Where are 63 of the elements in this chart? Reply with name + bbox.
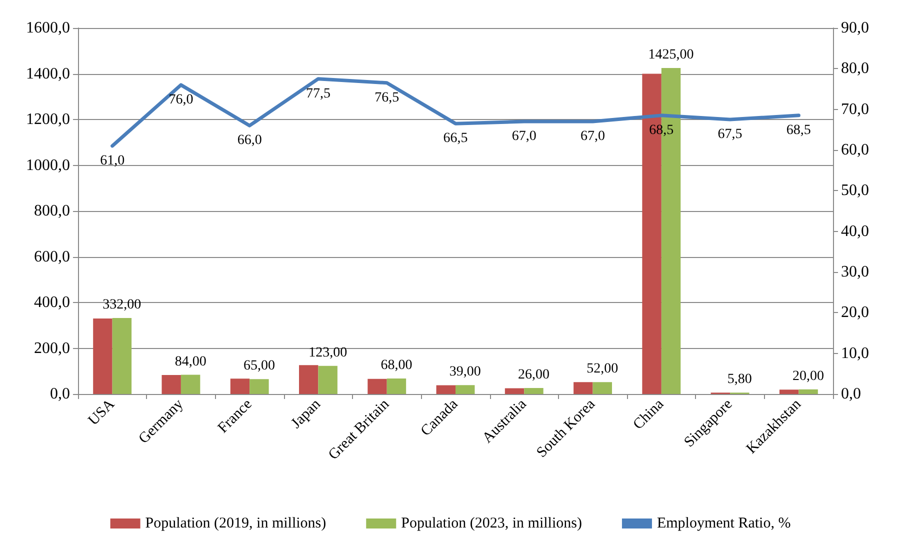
data-label: 123,00	[308, 345, 348, 360]
bar	[299, 365, 318, 394]
data-label: 26,00	[518, 368, 550, 383]
data-label: 67,0	[580, 129, 606, 144]
y-tick-label: 0,0	[50, 386, 70, 402]
bar	[524, 388, 544, 394]
bar	[162, 375, 181, 394]
y2-tick-label: 30,0	[841, 264, 869, 280]
y2-tick-label: 20,0	[841, 304, 869, 322]
data-label: 61,0	[100, 153, 125, 168]
data-label: 68,5	[786, 122, 811, 138]
data-label: 5,80	[727, 372, 752, 388]
legend-label: Population (2019, in millions)	[145, 516, 326, 532]
data-label: 67,5	[718, 127, 742, 142]
data-label: 66,0	[237, 133, 262, 148]
data-label: 76,5	[374, 90, 400, 106]
data-label: 76,0	[168, 92, 194, 108]
y-tick-label: 1400,0	[26, 65, 70, 82]
bar	[386, 378, 406, 394]
data-label: 65,00	[243, 358, 275, 374]
bar	[574, 382, 593, 394]
y-tick-label: 1000,0	[26, 156, 70, 174]
y2-tick-label: 90,0	[841, 20, 869, 36]
data-label: 68,00	[380, 358, 412, 373]
bar	[436, 385, 456, 394]
y2-tick-label: 40,0	[841, 222, 869, 240]
data-label: 1425,00	[648, 48, 694, 63]
bar	[250, 379, 269, 394]
y2-tick-label: 70,0	[841, 100, 869, 118]
y2-tick-label: 80,0	[841, 60, 869, 78]
bar	[230, 378, 250, 394]
x-tick-label: USA	[85, 396, 118, 429]
y-tick-label: 1600,0	[26, 20, 70, 36]
y2-tick-label: 50,0	[841, 182, 869, 200]
bar	[180, 374, 200, 394]
data-label: 66,5	[443, 131, 468, 146]
y2-tick-label: 10,0	[841, 344, 869, 362]
bar	[456, 385, 475, 394]
bar	[368, 378, 387, 394]
y-tick-label: 200,0	[34, 340, 70, 357]
data-label: 84,00	[174, 354, 206, 370]
legend-label: Population (2023, in millions)	[401, 516, 582, 532]
y2-tick-label: 60,0	[841, 142, 869, 158]
data-label: 20,00	[792, 368, 824, 384]
y-tick-label: 400,0	[34, 294, 70, 311]
bar	[93, 318, 112, 394]
data-label: 68,5	[649, 122, 674, 138]
bar	[112, 318, 132, 394]
bar	[798, 389, 818, 394]
y-tick-label: 800,0	[34, 202, 70, 220]
data-label: 52,00	[586, 362, 618, 377]
bar	[779, 390, 799, 394]
bar	[504, 388, 524, 394]
y2-tick-label: 0,0	[841, 386, 861, 402]
y-tick-label: 600,0	[34, 248, 70, 266]
data-label: 39,00	[449, 364, 481, 380]
y-tick-label: 1200,0	[26, 111, 70, 128]
bar	[318, 366, 338, 394]
bar	[592, 382, 612, 394]
legend-label: Employment Ratio, %	[656, 516, 791, 532]
data-label: 332,00	[102, 298, 142, 313]
data-label: 77,5	[306, 86, 330, 102]
data-label: 67,0	[512, 129, 536, 144]
